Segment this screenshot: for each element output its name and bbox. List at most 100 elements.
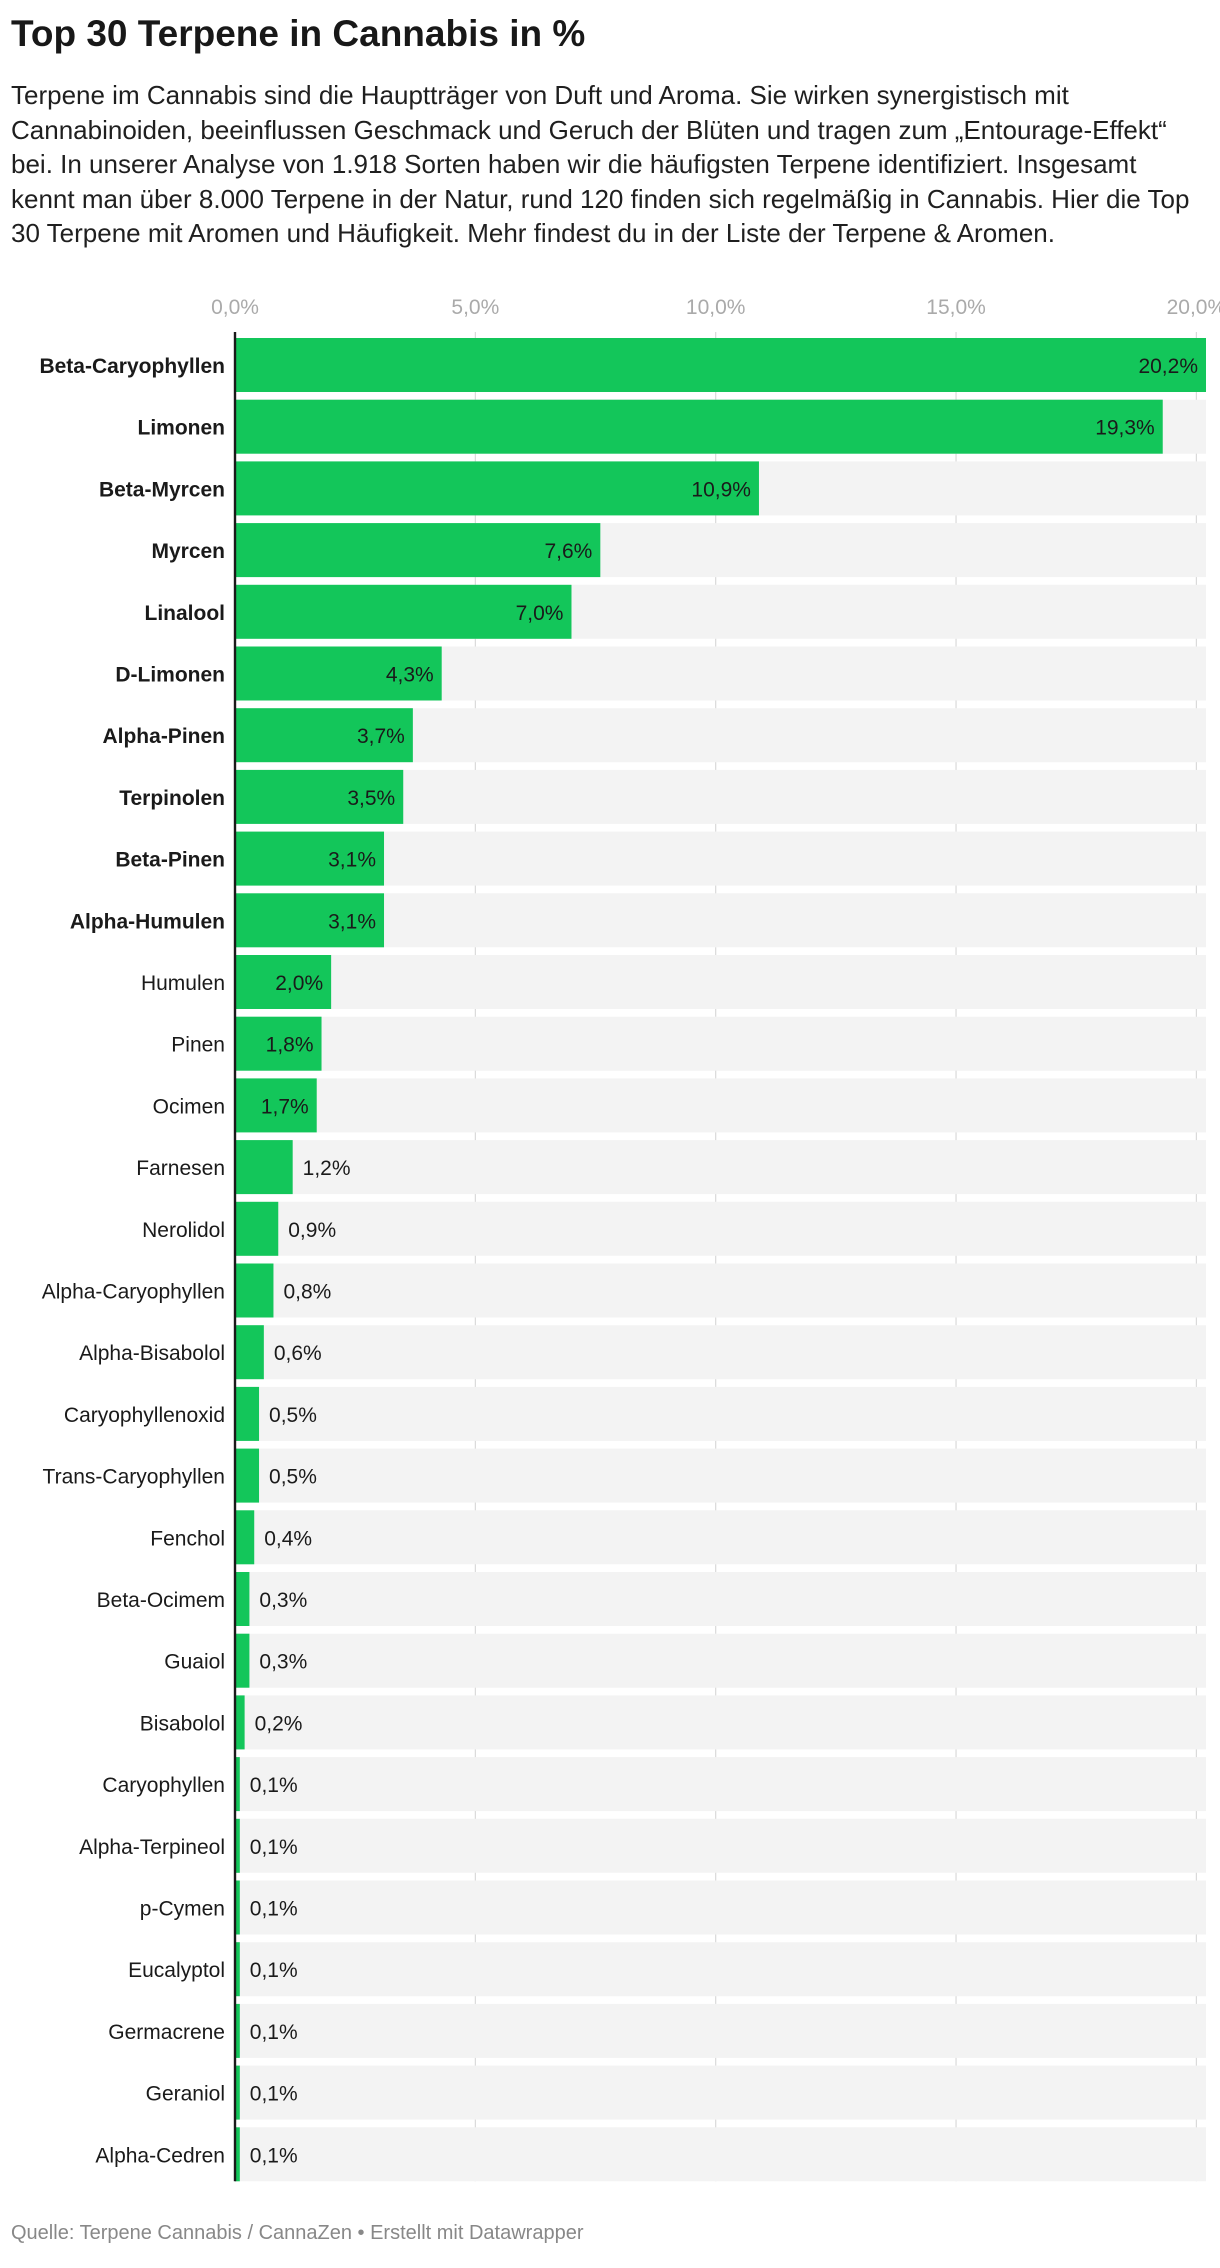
category-label: p-Cymen	[140, 1898, 225, 1921]
bar	[235, 1880, 240, 1935]
bar-track	[235, 955, 1206, 1009]
value-label: 2,0%	[275, 972, 323, 995]
value-label: 4,3%	[386, 664, 434, 687]
bar	[235, 399, 1163, 454]
value-label: 0,4%	[264, 1527, 312, 1550]
category-label: Alpha-Bisabolol	[79, 1342, 225, 1365]
bar-track	[235, 2127, 1206, 2182]
value-label: 7,6%	[544, 540, 592, 563]
category-label: Caryophyllenoxid	[64, 1404, 225, 1427]
value-label: 20,2%	[1138, 355, 1198, 378]
value-label: 0,8%	[283, 1281, 331, 1304]
bar	[235, 708, 413, 763]
bar-track	[235, 1386, 1206, 1441]
chart-description: Terpene im Cannabis sind die Hauptträger…	[11, 80, 1190, 248]
x-tick-label: 20,0%	[1167, 296, 1220, 319]
bar	[235, 523, 601, 578]
category-label: Alpha-Humulen	[70, 910, 225, 933]
value-label: 0,1%	[250, 2083, 298, 2106]
category-label: Trans-Caryophyllen	[43, 1466, 225, 1489]
bar-track	[235, 1757, 1206, 1812]
x-axis-ticks: 0,0% 5,0% 10,0% 15,0% 20,0%	[211, 296, 1220, 319]
category-label: Beta-Ocimem	[97, 1589, 225, 1612]
bar	[235, 1016, 322, 1071]
category-label: Farnesen	[136, 1157, 225, 1180]
bar-track	[235, 1572, 1206, 1626]
category-label: Myrcen	[151, 540, 225, 563]
x-tick-label: 15,0%	[926, 296, 986, 319]
bar-track	[235, 1140, 1206, 1195]
value-labels: 20,2% 19,3% 10,9% 7,6% 7,0% 4,3% 3,7% 3,5% 3,1% 3…	[250, 355, 1198, 2167]
value-label: 0,1%	[250, 1774, 298, 1797]
value-label: 19,3%	[1095, 417, 1155, 440]
bar	[235, 1448, 260, 1503]
value-label: 3,1%	[328, 849, 376, 872]
bar	[235, 2003, 240, 2058]
bar	[235, 461, 759, 516]
category-label: Caryophyllen	[102, 1774, 225, 1797]
bar	[235, 646, 442, 701]
value-label: 0,1%	[250, 2021, 298, 2044]
bar-track	[235, 1633, 1206, 1688]
bar-chart: 0,0% 5,0% 10,0% 15,0% 20,0% Beta-Caryophylle…	[39, 296, 1220, 2182]
bar-track	[235, 1942, 1206, 1997]
bar	[235, 584, 572, 639]
category-label: Alpha-Pinen	[102, 725, 225, 748]
bar	[235, 1263, 274, 1318]
category-label: Pinen	[171, 1034, 225, 1057]
source-credit: Quelle: Terpene Cannabis / CannaZen • Er…	[11, 2222, 584, 2244]
category-label: Nerolidol	[142, 1219, 225, 1242]
x-tick-label: 5,0%	[451, 296, 499, 319]
bar	[235, 338, 1206, 392]
bar	[235, 1818, 240, 1873]
bar	[235, 2127, 240, 2182]
category-label: Bisabolol	[140, 1712, 225, 1735]
bar-track	[235, 831, 1206, 886]
category-label: Alpha-Caryophyllen	[42, 1281, 225, 1304]
value-label: 0,9%	[288, 1219, 336, 1242]
bar	[235, 2065, 240, 2120]
bar-track	[235, 1695, 1206, 1750]
grid-lines	[474, 332, 1197, 2182]
bar-track	[235, 1201, 1206, 1256]
bar-track	[235, 1818, 1206, 1873]
value-label: 0,1%	[250, 2144, 298, 2167]
category-label: Alpha-Terpineol	[79, 1836, 225, 1859]
bar	[235, 1078, 317, 1133]
bar	[235, 1140, 293, 1195]
category-label: Guaiol	[164, 1651, 225, 1674]
bar	[235, 831, 385, 886]
category-label: Ocimen	[153, 1095, 225, 1118]
bar-track	[235, 1510, 1206, 1565]
bar	[235, 1201, 279, 1256]
category-label: Beta-Myrcen	[99, 478, 225, 501]
value-label: 0,1%	[250, 1959, 298, 1982]
value-label: 0,3%	[259, 1651, 307, 1674]
bar-track	[235, 2003, 1206, 2058]
category-label: Fenchol	[150, 1527, 225, 1550]
bar	[235, 1633, 250, 1688]
category-label: Linalool	[145, 602, 226, 625]
value-label: 3,5%	[347, 787, 395, 810]
value-label: 0,6%	[274, 1342, 322, 1365]
value-label: 0,5%	[269, 1404, 317, 1427]
value-label: 0,2%	[255, 1712, 303, 1735]
category-label: Beta-Caryophyllen	[39, 355, 225, 378]
value-label: 0,1%	[250, 1898, 298, 1921]
bar	[235, 955, 332, 1009]
bar	[235, 1695, 245, 1750]
value-label: 3,7%	[357, 725, 405, 748]
category-labels: Beta-Caryophyllen Limonen Beta-Myrcen Myrce…	[39, 355, 225, 2167]
bars	[235, 338, 1206, 2182]
bar	[235, 769, 404, 824]
category-label: Eucalyptol	[128, 1959, 225, 1982]
value-label: 1,2%	[303, 1157, 351, 1180]
x-tick-label: 10,0%	[686, 296, 746, 319]
value-label: 10,9%	[691, 478, 751, 501]
category-label: Humulen	[141, 972, 225, 995]
value-label: 1,8%	[266, 1034, 314, 1057]
bar	[235, 893, 385, 948]
bar-track	[235, 1325, 1206, 1380]
value-label: 1,7%	[261, 1095, 309, 1118]
bar-track	[235, 1016, 1206, 1071]
